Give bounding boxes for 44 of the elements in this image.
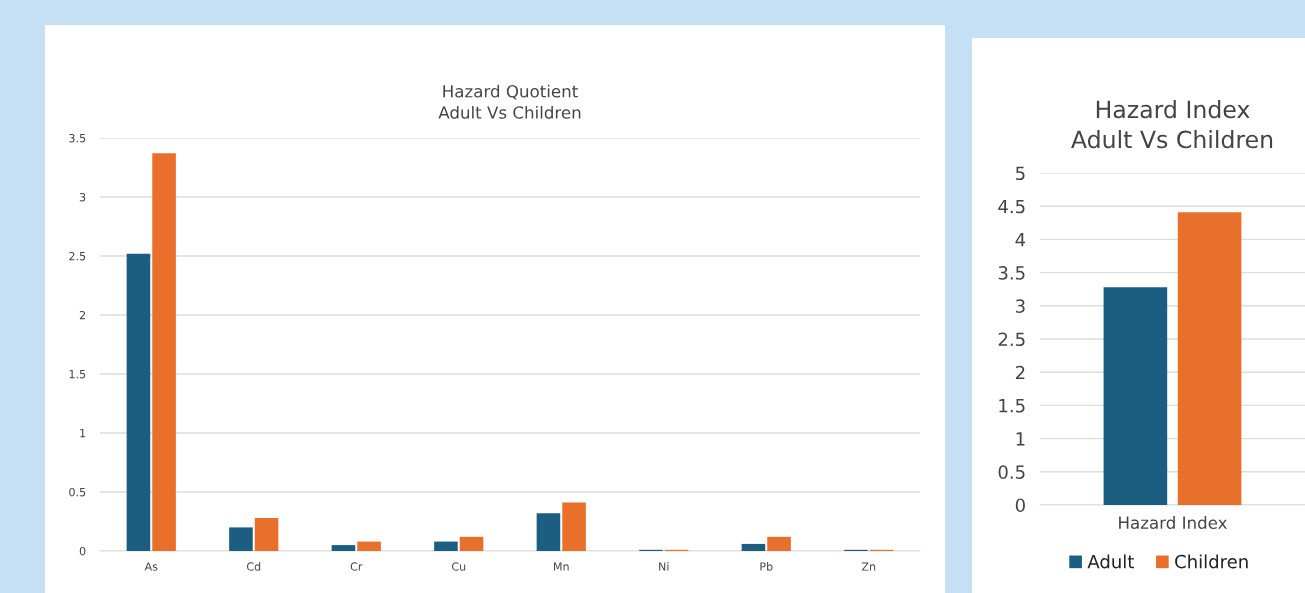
bar [357,541,381,551]
y-tick-label: 2.5 [69,251,86,261]
bar [434,541,458,551]
bar [741,543,766,551]
bar [229,527,253,551]
legend-label: Children [1175,554,1248,569]
bar [767,536,791,551]
bar [562,502,586,551]
y-tick-label: 4 [1015,233,1026,247]
y-tick-label: 2 [1015,365,1025,380]
y-tick-label: 3.5 [998,266,1025,280]
y-tick-label: 0.5 [998,465,1025,479]
y-tick-label: 0 [79,546,86,556]
y-tick-label: 4.5 [998,199,1025,214]
x-tick-label: Zn [861,562,876,571]
bar [536,513,561,551]
chart-title: Hazard Quotient Adult Vs Children [438,84,581,119]
y-tick-label: 3.5 [69,133,86,143]
x-tick-label: Pb [760,562,773,571]
y-tick-label: 3 [79,192,86,202]
x-tick-label: Cr [350,562,363,571]
x-tick-label: Hazard Index [1119,516,1227,530]
x-tick-label: Mn [554,562,569,571]
y-tick-label: 1.5 [69,370,86,379]
bar [331,545,356,551]
legend-label: Adult [1087,554,1134,569]
y-tick-label: 1 [1016,432,1025,446]
x-tick-label: Cu [451,562,466,571]
x-tick-label: As [144,562,158,571]
bar [152,153,176,551]
y-tick-label: 2.5 [998,332,1025,347]
x-tick-label: Cd [246,562,261,571]
y-tick-label: 1.5 [999,399,1025,413]
y-tick-label: 1 [80,429,86,438]
bar [254,517,279,551]
bar [126,253,151,551]
y-tick-label: 5 [1016,166,1025,181]
y-tick-label: 2 [79,310,85,320]
bar [459,536,484,551]
chart-title: Hazard Index Adult Vs Children [1071,100,1273,149]
x-tick-label: Ni [659,562,669,571]
y-tick-label: 0 [1015,498,1025,513]
y-tick-label: 0.5 [69,487,86,497]
y-tick-label: 3 [1016,299,1025,313]
